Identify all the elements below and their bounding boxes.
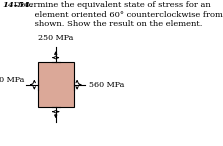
Text: 250 MPa: 250 MPa — [38, 34, 73, 42]
Text: 14–54.: 14–54. — [2, 1, 33, 9]
Text: Determine the equivalent state of stress for an
         element oriented 60° co: Determine the equivalent state of stress… — [11, 1, 223, 28]
Text: 560 MPa: 560 MPa — [89, 81, 124, 89]
Bar — [38, 62, 74, 107]
Text: 400 MPa: 400 MPa — [0, 76, 24, 84]
